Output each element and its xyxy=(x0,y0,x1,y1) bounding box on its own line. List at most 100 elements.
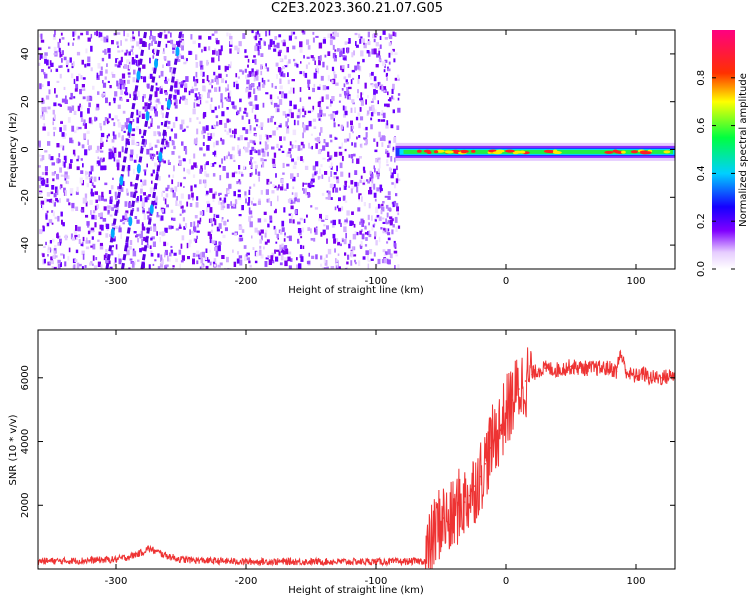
noise-dot xyxy=(155,82,158,86)
noise-dot xyxy=(40,115,42,119)
noise-dot xyxy=(373,89,376,96)
noise-dot xyxy=(266,239,270,243)
noise-dot xyxy=(260,53,264,57)
noise-dot xyxy=(245,88,249,93)
noise-dot xyxy=(278,148,281,151)
noise-dot xyxy=(120,90,124,95)
noise-dot xyxy=(123,130,126,133)
bottom-y-tick-label: 2000 xyxy=(20,493,31,518)
noise-dot xyxy=(290,173,294,179)
noise-dot xyxy=(353,223,356,228)
noise-dot xyxy=(290,199,293,205)
noise-dot xyxy=(310,55,314,59)
noise-dot xyxy=(67,166,71,170)
noise-dot xyxy=(327,151,330,157)
noise-dot xyxy=(198,94,202,100)
noise-dot xyxy=(63,124,67,131)
noise-dot xyxy=(377,82,380,87)
noise-dot xyxy=(99,216,103,220)
noise-dot xyxy=(140,188,143,194)
noise-dot xyxy=(96,163,98,167)
noise-dot xyxy=(375,90,378,94)
noise-dot xyxy=(266,198,270,202)
noise-dot xyxy=(394,32,397,37)
noise-dot xyxy=(64,99,68,104)
noise-dot xyxy=(368,51,371,57)
noise-dot xyxy=(48,154,51,160)
noise-dot xyxy=(160,215,164,221)
noise-dot xyxy=(229,33,232,38)
noise-dot xyxy=(226,256,229,263)
noise-dot xyxy=(252,104,256,109)
noise-dot xyxy=(154,144,158,148)
noise-dot xyxy=(70,233,73,240)
noise-dot xyxy=(251,235,253,239)
streak-highlight xyxy=(166,99,171,110)
noise-dot xyxy=(205,194,208,197)
noise-dot xyxy=(114,257,117,263)
noise-dot xyxy=(322,39,326,44)
snr-point xyxy=(570,365,572,368)
noise-dot xyxy=(378,163,381,169)
noise-dot xyxy=(167,78,170,82)
noise-dot xyxy=(281,179,284,183)
noise-dot xyxy=(227,219,229,222)
noise-dot xyxy=(353,50,355,56)
noise-dot xyxy=(287,151,291,154)
noise-dot xyxy=(109,214,113,217)
noise-dot xyxy=(196,196,199,201)
noise-dot xyxy=(231,101,235,106)
noise-dot xyxy=(108,113,111,119)
noise-dot xyxy=(57,41,60,48)
noise-dot xyxy=(44,198,48,203)
noise-dot xyxy=(218,65,221,70)
noise-dot xyxy=(337,253,340,256)
noise-dot xyxy=(86,171,89,175)
noise-dot xyxy=(264,241,268,245)
noise-dot xyxy=(373,33,377,38)
noise-dot xyxy=(149,245,152,249)
noise-dot xyxy=(302,144,305,149)
top-x-tick-label: -100 xyxy=(365,276,388,287)
noise-dot xyxy=(104,76,107,80)
noise-dot xyxy=(327,33,331,39)
noise-dot xyxy=(103,165,106,171)
noise-dot xyxy=(56,158,59,164)
noise-dot xyxy=(225,88,229,91)
noise-dot xyxy=(379,137,382,141)
noise-dot xyxy=(388,34,393,40)
noise-dot xyxy=(171,179,174,185)
noise-dot xyxy=(385,221,389,225)
noise-dot xyxy=(90,245,93,248)
noise-dot xyxy=(65,95,67,101)
noise-dot xyxy=(137,259,140,262)
noise-dot xyxy=(117,45,120,48)
noise-dot xyxy=(305,64,308,69)
noise-dot xyxy=(346,87,349,93)
noise-dot xyxy=(382,230,385,234)
noise-dot xyxy=(376,214,380,218)
noise-dot xyxy=(315,35,319,38)
noise-dot xyxy=(338,207,342,212)
noise-dot xyxy=(195,78,199,84)
noise-dot xyxy=(249,139,253,144)
noise-dot xyxy=(123,64,127,69)
noise-dot xyxy=(281,150,285,153)
noise-dot xyxy=(238,41,242,47)
noise-dot xyxy=(218,223,222,229)
noise-dot xyxy=(354,170,358,175)
noise-dot xyxy=(111,71,114,75)
noise-dot xyxy=(377,258,381,265)
noise-dot xyxy=(71,208,74,212)
noise-dot xyxy=(320,263,323,267)
noise-dot xyxy=(326,86,330,90)
bottom-x-tick-label: -100 xyxy=(365,576,388,587)
noise-dot xyxy=(217,264,221,268)
noise-dot xyxy=(50,156,54,161)
noise-dot xyxy=(71,125,75,132)
noise-dot xyxy=(347,254,350,260)
noise-dot xyxy=(279,230,283,235)
bottom-x-tick-label: 100 xyxy=(626,576,645,587)
noise-dot xyxy=(330,197,333,200)
noise-dot xyxy=(373,223,376,226)
